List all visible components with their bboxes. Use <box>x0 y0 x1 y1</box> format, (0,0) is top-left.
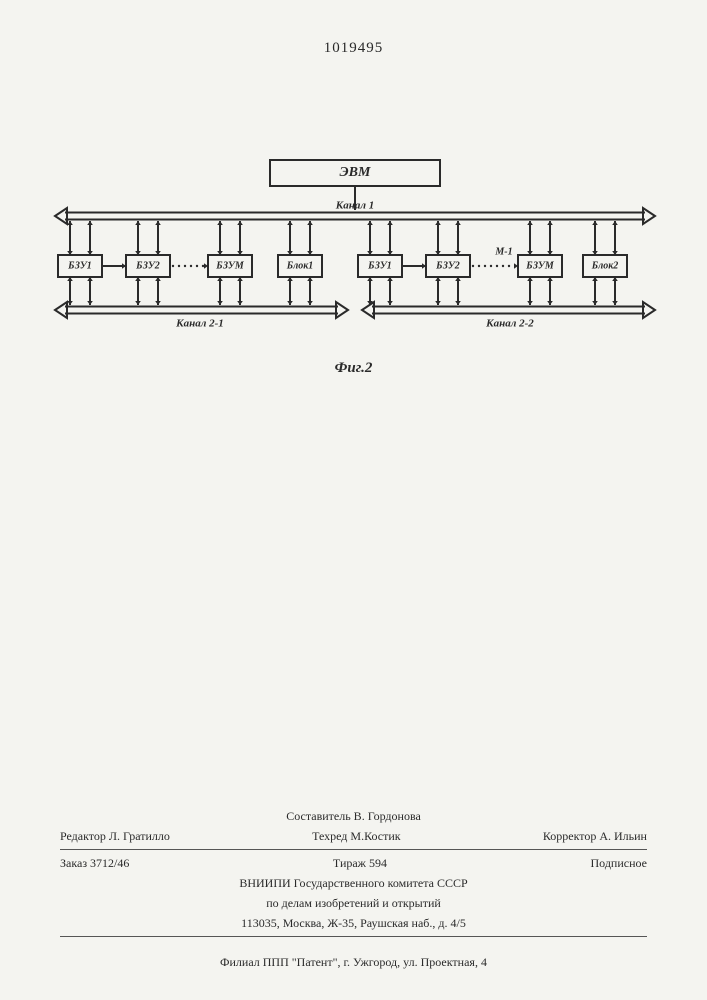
editor: Редактор Л. Гратилло <box>60 827 170 845</box>
branch-address: Филиал ППП "Патент", г. Ужгород, ул. Про… <box>60 955 647 970</box>
techred: Техред М.Костик <box>312 827 401 845</box>
svg-text:Канал 1: Канал 1 <box>335 200 374 212</box>
figure-diagram: ЭВМ Канал 1 Канал 2-1 Канал 2-2 БЗУ1 БЗУ2 БЗУМ… <box>50 150 660 350</box>
divider <box>60 849 647 850</box>
figure-label: Фиг.2 <box>0 360 707 377</box>
org2: по делам изобретений и открытий <box>266 894 441 912</box>
footer-block: Составитель В. Гордонова Редактор Л. Гра… <box>60 806 647 940</box>
org1: ВНИИПИ Государственного комитета СССР <box>239 874 467 892</box>
page-number: 1019495 <box>0 40 707 57</box>
subscription: Подписное <box>591 854 648 872</box>
tirage: Тираж 594 <box>333 854 387 872</box>
svg-text:БЗУ2: БЗУ2 <box>135 260 160 271</box>
address: 113035, Москва, Ж-35, Раушская наб., д. … <box>241 914 466 932</box>
svg-text:Канал 2-1: Канал 2-1 <box>175 318 224 330</box>
svg-text:БЗУМ: БЗУМ <box>525 260 555 271</box>
svg-text:БЗУМ: БЗУМ <box>215 260 245 271</box>
svg-text:БЗУ1: БЗУ1 <box>67 260 92 271</box>
order: Заказ 3712/46 <box>60 854 129 872</box>
svg-text:M-1: M-1 <box>494 246 512 257</box>
divider <box>60 936 647 937</box>
corrector: Корректор А. Ильин <box>543 827 647 845</box>
svg-text:Блок1: Блок1 <box>286 260 314 271</box>
svg-text:Блок2: Блок2 <box>591 260 619 271</box>
svg-text:БЗУ1: БЗУ1 <box>367 260 392 271</box>
svg-text:ЭВМ: ЭВМ <box>340 165 371 180</box>
compiler: Составитель В. Гордонова <box>286 807 421 825</box>
svg-text:БЗУ2: БЗУ2 <box>435 260 460 271</box>
svg-text:Канал 2-2: Канал 2-2 <box>485 318 534 330</box>
